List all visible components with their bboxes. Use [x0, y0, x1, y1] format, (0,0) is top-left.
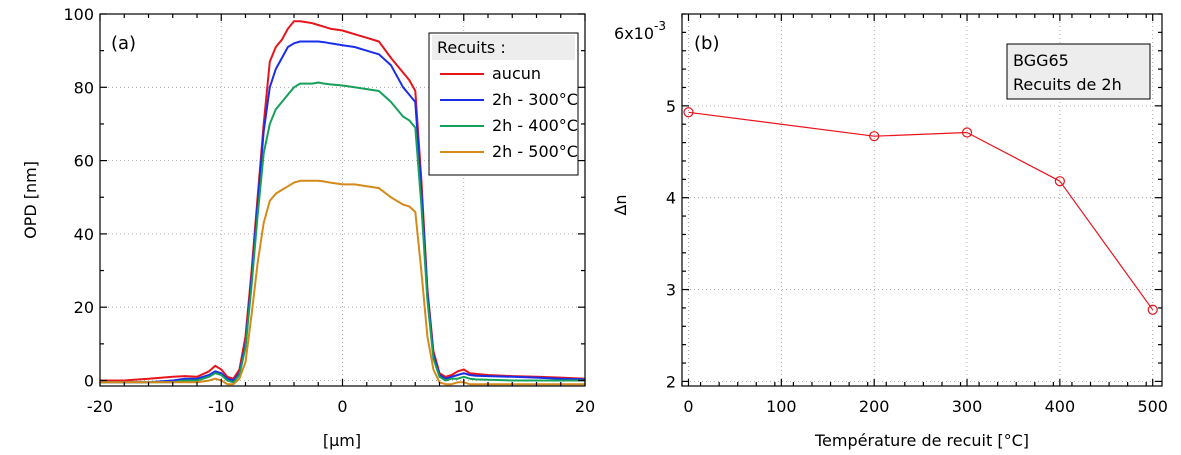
- chart-a-x-tick-labels: -20 -10 0 10 20: [87, 397, 595, 416]
- chart-b-annotation-line-2: Recuits de 2h: [1013, 75, 1122, 94]
- chart-b-x-tick-label: 400: [1045, 397, 1076, 416]
- chart-b-x-tick-labels: 0 100 200 300 400 500: [683, 397, 1168, 416]
- chart-a-legend-entry: 2h - 500°C: [492, 142, 578, 161]
- chart-a-x-tick-label: -10: [208, 397, 234, 416]
- chart-b-panel-label: (b): [694, 33, 719, 54]
- chart-a-legend-entry: 2h - 400°C: [492, 116, 578, 135]
- chart-b-annotation-line-1: BGG65: [1013, 51, 1069, 70]
- chart-b-y-tick-label: 4: [666, 189, 676, 208]
- chart-a-x-tick-label: 0: [337, 397, 347, 416]
- chart-b-y-tick-label: 3: [666, 281, 676, 300]
- chart-a-ticks: [99, 13, 586, 386]
- chart-a-y-tick-label: 0: [84, 372, 94, 391]
- chart-b-y-tick-labels: 2 3 4 5: [666, 97, 676, 392]
- chart-b: 0 100 200 300 400 500 2 3 4 5 6x10-3 (b) Tempéra…: [611, 13, 1168, 450]
- chart-b-series-line-0: [688, 111, 1154, 311]
- chart-a-legend-title: Recuits :: [437, 38, 506, 57]
- chart-a-legend-entry: aucun: [492, 64, 541, 83]
- chart-a-x-axis-label: [µm]: [323, 431, 361, 450]
- chart-a-x-tick-label: -20: [87, 397, 113, 416]
- chart-b-x-tick-label: 300: [952, 397, 983, 416]
- chart-b-annotation: BGG65 Recuits de 2h: [1006, 43, 1151, 100]
- chart-a-panel-label: (a): [111, 33, 136, 54]
- chart-a-y-tick-label: 20: [74, 298, 94, 317]
- chart-a-x-tick-label: 20: [575, 397, 595, 416]
- chart-a-legend-items: aucun 2h - 300°C 2h - 400°C 2h - 500°C: [440, 64, 578, 161]
- chart-b-x-tick-label: 100: [766, 397, 797, 416]
- chart-a-series-line-2: [100, 81, 585, 384]
- chart-b-series: [683, 107, 1158, 315]
- chart-a-series-line-0: [100, 20, 586, 382]
- chart-b-data-point: [1147, 304, 1158, 315]
- chart-b-x-tick-label: 0: [683, 397, 693, 416]
- chart-b-ticks: [681, 13, 1162, 386]
- chart-a-series: [100, 20, 586, 386]
- chart-b-y-tick-label: 5: [666, 97, 676, 116]
- chart-b-data-point: [1054, 176, 1065, 187]
- chart-b-data-point: [869, 131, 880, 142]
- chart-b-data-point: [961, 127, 973, 138]
- chart-a-x-tick-label: 10: [454, 397, 474, 416]
- chart-b-data-point: [683, 107, 694, 118]
- chart-a-y-axis-label: OPD [nm]: [21, 161, 40, 239]
- chart-a-legend: Recuits : aucun 2h - 300°C 2h - 400°C 2h - …: [428, 32, 579, 176]
- chart-a-series-line-3: [100, 179, 585, 386]
- chart-a-y-tick-label: 100: [63, 5, 94, 24]
- chart-b-grid: [682, 14, 1162, 386]
- chart-b-y-axis-label: Δn: [611, 194, 630, 215]
- chart-a-y-tick-label: 80: [74, 78, 94, 97]
- chart-a-y-tick-label: 40: [74, 225, 94, 244]
- chart-a-series-line-1: [100, 40, 586, 384]
- chart-b-y-tick-label: 2: [666, 372, 676, 391]
- chart-b-x-tick-label: 200: [859, 397, 890, 416]
- chart-a: -20 -10 0 10 20 0 20 40 60 80 100 (a) [µm] OPD [n…: [21, 5, 595, 450]
- chart-b-y-exponent: 6x10-3: [614, 19, 666, 43]
- chart-a-y-tick-label: 60: [74, 152, 94, 171]
- chart-b-x-axis-label: Température de recuit [°C]: [814, 431, 1029, 450]
- chart-a-y-tick-labels: 0 20 40 60 80 100: [63, 5, 94, 391]
- chart-b-frame: [681, 13, 1163, 387]
- chart-b-x-tick-label: 500: [1137, 397, 1168, 416]
- chart-b-annotation-box: [1006, 43, 1151, 100]
- chart-a-legend-title-bg: [432, 35, 575, 60]
- chart-a-legend-entry: 2h - 300°C: [492, 90, 578, 109]
